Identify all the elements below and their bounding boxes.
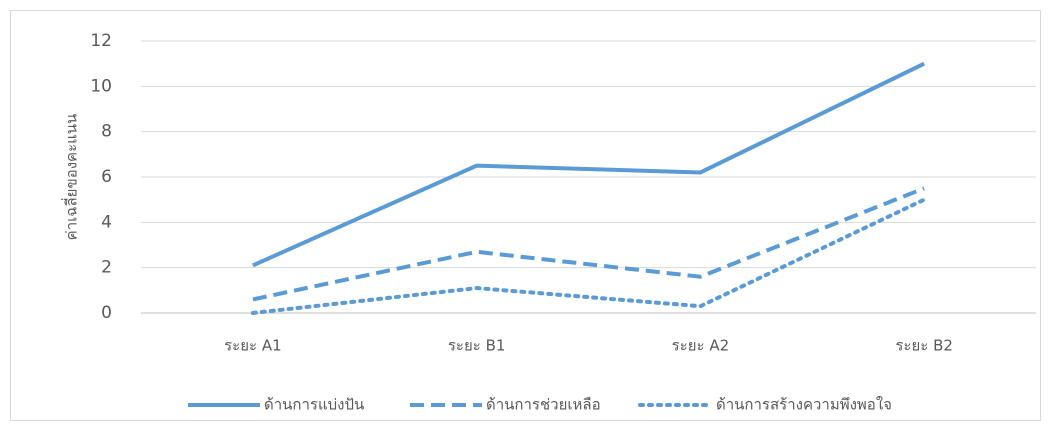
- x-tick-label: ระยะ B1: [448, 337, 506, 355]
- legend-label: ด้านการสร้างความพึงพอใจ: [716, 396, 892, 414]
- y-tick-label: 0: [101, 303, 112, 323]
- x-tick-label: ระยะ B2: [895, 337, 953, 355]
- legend-label: ด้านการช่วยเหลือ: [486, 396, 601, 414]
- series-line: [250, 197, 927, 315]
- y-tick-label: 10: [90, 76, 112, 96]
- y-tick-label: 2: [101, 258, 112, 278]
- series-line: [252, 61, 925, 268]
- y-tick-label: 8: [101, 122, 112, 142]
- y-axis-label: ค่าเฉลี่ยของคะแนน: [61, 114, 81, 241]
- y-tick-label: 4: [101, 212, 112, 232]
- x-tick-label: ระยะ A1: [224, 337, 282, 355]
- legend-label: ด้านการแบ่งปัน: [264, 396, 364, 414]
- y-tick-label: 12: [90, 31, 112, 51]
- x-tick-label: ระยะ A2: [672, 337, 730, 355]
- series-line: [252, 186, 925, 302]
- chart-frame: [10, 10, 1041, 421]
- y-tick-label: 6: [101, 167, 112, 187]
